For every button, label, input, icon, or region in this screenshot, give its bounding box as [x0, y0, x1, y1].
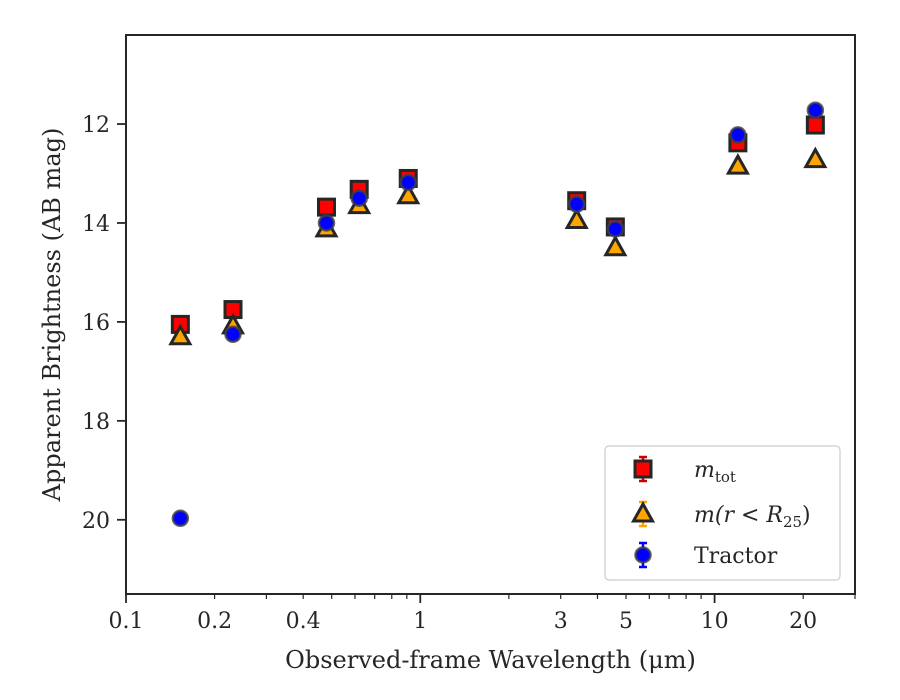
y-axis: 12 14 16 18 20 [82, 113, 126, 534]
plot-frame [125, 34, 856, 595]
legend-entry: mtot [633, 455, 736, 486]
data-point [350, 189, 368, 207]
legend-entry: Tractor [634, 541, 778, 569]
triangle-marker [725, 153, 750, 175]
data-point [317, 214, 336, 232]
series-2 [171, 101, 825, 528]
x-tick-label: 10 [701, 609, 729, 634]
square-marker [805, 115, 825, 135]
data-point [171, 509, 190, 528]
data-point [803, 146, 828, 169]
legend-box [604, 445, 841, 581]
x-axis: 0.1 0.2 0.4 1 3 5 10 20 [109, 594, 856, 634]
data-point [725, 153, 750, 175]
triangle-marker [168, 323, 193, 346]
circle-marker [806, 101, 825, 119]
data-point [168, 323, 193, 346]
x-tick-label: 3 [554, 609, 568, 634]
y-tick-label: 16 [82, 311, 110, 336]
y-tick-label: 12 [82, 113, 110, 138]
legend-label: m(r < R25) [694, 503, 811, 531]
data-point [399, 173, 417, 192]
x-tick-label: 0.2 [197, 609, 232, 634]
x-tick-label: 0.1 [109, 609, 144, 634]
circle-marker [317, 214, 336, 232]
data-point [603, 234, 628, 257]
legend-label: Tractor [694, 544, 778, 569]
circle-marker [729, 126, 747, 144]
legend-entry: m(r < R25) [630, 500, 811, 531]
data-point [806, 101, 825, 119]
y-tick-label: 14 [82, 212, 110, 237]
x-tick-label: 1 [413, 609, 427, 634]
x-tick-label: 5 [619, 609, 633, 634]
circle-marker [634, 546, 652, 564]
data-point [805, 115, 825, 135]
series-0 [170, 115, 825, 334]
plot-marks [168, 101, 828, 528]
series-1 [168, 146, 828, 346]
circle-marker [567, 195, 586, 213]
square-marker [633, 459, 653, 479]
triangle-marker [603, 234, 628, 257]
x-tick-label: 20 [789, 609, 817, 634]
legend-marker [633, 459, 653, 479]
data-point [316, 197, 336, 217]
legend-marker [634, 546, 652, 564]
circle-marker [224, 325, 242, 344]
data-point [606, 220, 625, 238]
square-marker [316, 197, 336, 217]
data-point [224, 325, 242, 344]
circle-marker [399, 173, 417, 192]
legend-marker [630, 500, 656, 523]
data-point [729, 126, 747, 144]
data-point [564, 207, 589, 230]
legend-label: mtot [694, 458, 736, 486]
legend: mtot m(r < R25) Tractor [604, 445, 841, 581]
x-axis-label: Observed-frame Wavelength (μm) [285, 646, 696, 674]
circle-marker [171, 509, 190, 528]
triangle-marker [630, 500, 656, 523]
x-tick-label: 0.4 [286, 609, 321, 634]
data-point [567, 195, 586, 213]
y-tick-label: 20 [82, 509, 110, 534]
y-tick-label: 18 [82, 410, 110, 435]
y-axis-label: Apparent Brightness (AB mag) [38, 128, 66, 503]
triangle-marker [564, 207, 589, 230]
circle-marker [350, 189, 368, 207]
circle-marker [606, 220, 625, 238]
data-point [396, 182, 421, 205]
triangle-marker [396, 182, 421, 205]
triangle-marker [803, 146, 828, 169]
